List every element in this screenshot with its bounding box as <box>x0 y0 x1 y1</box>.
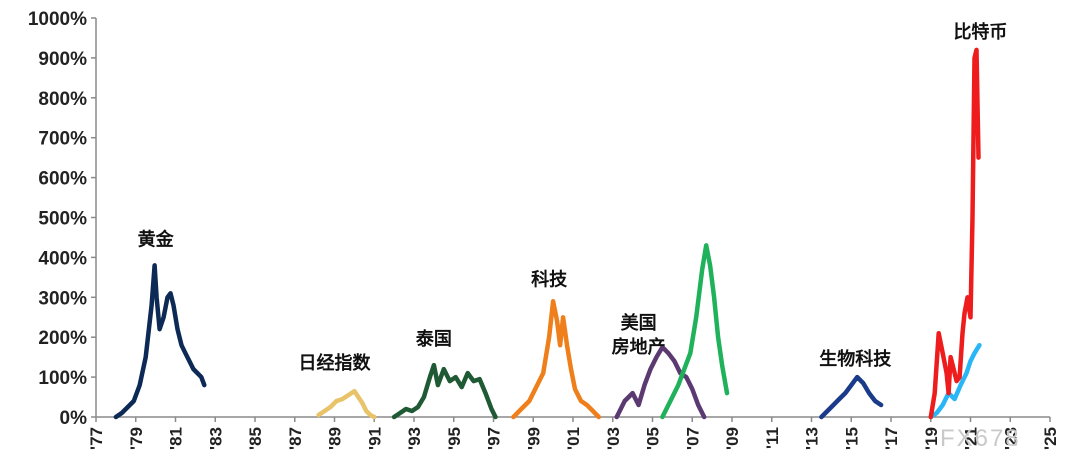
y-tick-label: 400% <box>38 248 87 269</box>
y-tick-label: 600% <box>38 169 87 190</box>
x-tick-label: '03 <box>604 427 623 450</box>
x-tick-label: '85 <box>246 427 265 450</box>
x-tick-label: '05 <box>644 427 663 450</box>
x-tick-label: '89 <box>326 427 345 450</box>
x-tick-label: '25 <box>1041 427 1060 450</box>
x-tick-label: '23 <box>1001 427 1020 450</box>
series-label: 科技 <box>531 268 568 290</box>
x-tick-label: '87 <box>286 427 305 450</box>
series-line-6 <box>660 243 730 420</box>
series-line-2 <box>316 388 377 420</box>
y-tick-label: 300% <box>38 288 87 309</box>
x-tick-label: '17 <box>882 427 901 450</box>
series-label: 美国 <box>621 312 657 334</box>
y-tick-labels: 0% 100% 200% 300% 400% 500% 600% 700% 800% 900% 10… <box>28 9 87 429</box>
y-tick-label: 0% <box>60 408 88 429</box>
y-tick-label: 100% <box>38 368 87 389</box>
x-tick-label: '95 <box>445 427 464 450</box>
y-tick-label: 800% <box>38 89 87 110</box>
chart-axes <box>91 17 1051 422</box>
x-tick-label: '19 <box>922 427 941 450</box>
y-tick-label: 500% <box>38 209 87 230</box>
x-tick-labels: '77 '79 '81 '83 '85 '87 '89 '91 '93 '95 '97 '99 '01 '… <box>87 427 1060 450</box>
series-label: 房地产 <box>612 336 666 358</box>
series-label: 生物科技 <box>819 348 892 370</box>
x-tick-label: '99 <box>524 427 543 450</box>
series-label: 日经指数 <box>299 352 372 374</box>
x-tick-label: '77 <box>87 427 106 450</box>
series-line-3 <box>391 362 498 420</box>
y-tick-label: 700% <box>38 129 87 150</box>
watermark: FX678 <box>940 425 1021 452</box>
series-line-5 <box>614 344 707 420</box>
x-tick-label: '81 <box>167 427 186 450</box>
series-line-7 <box>819 374 884 420</box>
x-tick-label: '83 <box>206 427 225 450</box>
y-tick-label: 1000% <box>28 9 87 30</box>
series-label: 黄金 <box>138 228 175 250</box>
x-tick-label: '21 <box>962 427 981 450</box>
x-tick-label: '09 <box>723 427 742 450</box>
series-lines <box>113 47 982 420</box>
series-label: 泰国 <box>415 328 452 350</box>
series-line-1 <box>113 263 207 420</box>
y-tick-label: 900% <box>38 49 87 70</box>
y-tick-label: 200% <box>38 328 87 349</box>
series-line-9 <box>928 47 981 420</box>
x-tick-label: '79 <box>127 427 146 450</box>
x-tick-label: '13 <box>803 427 822 450</box>
x-tick-label: '01 <box>564 427 583 450</box>
series-line-8 <box>928 342 982 420</box>
x-tick-label: '07 <box>683 427 702 450</box>
series-line-4 <box>511 299 602 420</box>
x-tick-label: '93 <box>405 427 424 450</box>
series-label: 比特币 <box>953 21 1007 43</box>
x-tick-label: '97 <box>485 427 504 450</box>
x-tick-label: '15 <box>842 427 861 450</box>
x-tick-label: '11 <box>763 427 782 449</box>
x-tick-label: '91 <box>365 427 384 450</box>
